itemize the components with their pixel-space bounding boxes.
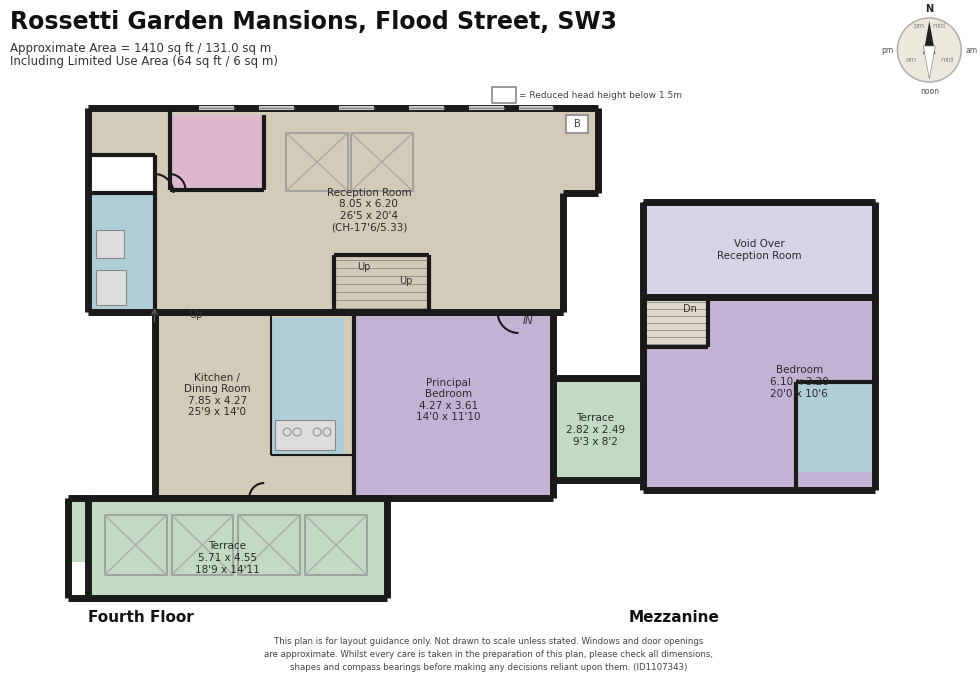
Bar [492,87,515,103]
Bar [286,133,348,191]
Text: Reception Room
8.05 x 6.20
26'5 x 20'4
(CH-17'6/5.33): Reception Room 8.05 x 6.20 26'5 x 20'4 (… [326,187,412,232]
Polygon shape [92,193,155,310]
Polygon shape [68,498,92,562]
Text: Terrace
2.82 x 2.49
9'3 x 8'2: Terrace 2.82 x 2.49 9'3 x 8'2 [565,413,625,447]
Polygon shape [88,108,155,155]
Text: Bedroom
6.10 x 3.20
20'0 x 10'6: Bedroom 6.10 x 3.20 20'0 x 10'6 [769,365,829,399]
Text: Including Limited Use Area (64 sq ft / 6 sq m): Including Limited Use Area (64 sq ft / 6… [10,55,278,68]
Bar [643,202,875,297]
Circle shape [898,18,961,82]
Polygon shape [271,318,344,455]
Text: am: am [906,57,917,63]
Text: are approximate. Whilst every care is taken in the preparation of this plan, ple: are approximate. Whilst every care is ta… [264,650,713,659]
Text: Dn: Dn [683,304,697,314]
Bar [566,115,588,133]
Text: Up: Up [189,310,203,320]
Text: Approximate Area = 1410 sq ft / 131.0 sq m: Approximate Area = 1410 sq ft / 131.0 sq… [10,42,271,55]
Polygon shape [354,312,554,498]
Text: This plan is for layout guidance only. Not drawn to scale unless stated. Windows: This plan is for layout guidance only. N… [273,637,704,646]
Text: = Reduced head height below 1.5m: = Reduced head height below 1.5m [518,91,681,100]
Text: N: N [925,4,933,14]
Text: Up: Up [399,276,413,286]
Text: mid: mid [941,57,954,63]
Text: IN: IN [522,316,533,326]
Polygon shape [170,115,265,190]
Text: Terrace
5.71 x 4.55
18'9 x 14'11: Terrace 5.71 x 4.55 18'9 x 14'11 [195,542,260,574]
Polygon shape [88,498,387,598]
Polygon shape [554,108,598,193]
Bar [351,133,413,191]
Text: noon: noon [920,87,939,96]
Bar [275,420,335,450]
Polygon shape [923,21,935,54]
Text: Principal
Bedroom
4.27 x 3.61
14'0 x 11'10: Principal Bedroom 4.27 x 3.61 14'0 x 11'… [416,378,481,422]
Text: Void Over
Reception Room: Void Over Reception Room [717,239,802,261]
Text: Rossetti Garden Mansions, Flood Street, SW3: Rossetti Garden Mansions, Flood Street, … [10,10,617,34]
Bar [643,297,708,347]
Text: Fourth Floor: Fourth Floor [88,610,193,625]
Bar [172,515,233,575]
Bar [643,202,875,297]
Text: shapes and compass bearings before making any decisions reliant upon them. (ID11: shapes and compass bearings before makin… [290,663,687,672]
Bar [305,515,367,575]
Bar [105,515,167,575]
Text: B: B [574,119,581,129]
Text: mid: mid [933,23,946,29]
Text: pm: pm [913,23,925,29]
Polygon shape [155,108,563,312]
Bar [238,515,300,575]
Bar [554,378,645,480]
Text: am: am [965,45,977,54]
Text: Mezzanine: Mezzanine [628,610,719,625]
Text: pm: pm [881,45,894,54]
Bar [643,297,875,490]
Polygon shape [155,312,354,498]
Polygon shape [923,46,935,79]
Bar [96,230,123,258]
Bar [96,270,125,305]
Text: Up: Up [357,262,370,272]
Text: Kitchen /
Dining Room
7.85 x 4.27
25'9 x 14'0: Kitchen / Dining Room 7.85 x 4.27 25'9 x… [184,373,251,418]
Bar [796,382,875,472]
